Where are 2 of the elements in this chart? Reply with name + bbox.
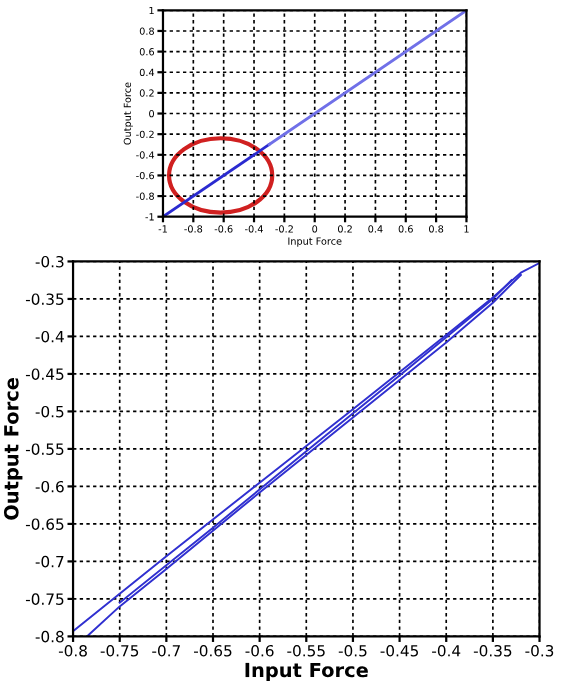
x-axis-title: Input Force <box>245 662 368 682</box>
y-axis-title: Output Force <box>3 378 23 520</box>
